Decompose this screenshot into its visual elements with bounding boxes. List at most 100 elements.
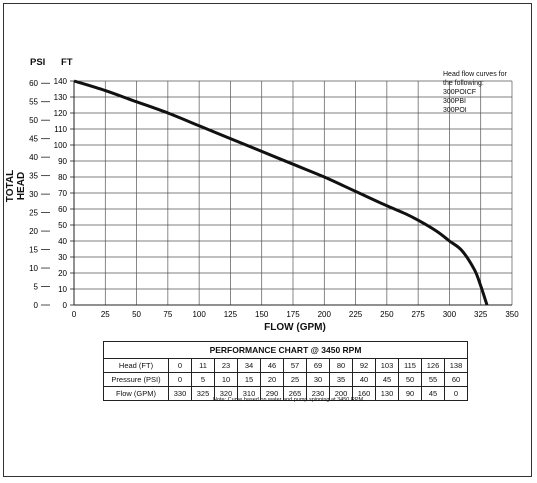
psi-tick-label: 50 xyxy=(29,116,38,125)
table-cell: 330 xyxy=(168,386,192,401)
psi-tick-label: 10 xyxy=(29,264,38,273)
table-cell: 25 xyxy=(283,372,307,387)
ft-tick-label: 40 xyxy=(58,237,67,246)
psi-tick-label: 45 xyxy=(29,135,38,144)
ft-tick-label: 100 xyxy=(54,141,68,150)
chart-frame xyxy=(3,3,532,477)
psi-tick-label: 30 xyxy=(29,190,38,199)
table-row: Head (FT) 0 11 23 34 46 57 69 80 92 103 115 126 138 xyxy=(103,358,468,373)
table-cell: 80 xyxy=(329,358,353,373)
psi-tick-label: 20 xyxy=(29,227,38,236)
y-axis-title: TOTAL HEAD xyxy=(5,169,27,203)
model-name: 300POI xyxy=(443,107,467,114)
head-curve-line xyxy=(73,79,489,306)
row-label: Head (FT) xyxy=(103,358,169,373)
ft-tick-label: 60 xyxy=(58,205,67,214)
model-name: 300PBI xyxy=(443,98,466,105)
table-cell: 57 xyxy=(283,358,307,373)
table-cell: 325 xyxy=(191,386,215,401)
x-axis-title: FLOW (GPM) xyxy=(264,322,326,333)
table-cell: 126 xyxy=(421,358,445,373)
psi-tick-label: 0 xyxy=(34,301,39,310)
table-cell: 34 xyxy=(237,358,261,373)
table-cell: 45 xyxy=(375,372,399,387)
tick-labels: 0 25 50 75 100 125 150 175 200 225 250 275 300 325 350… xyxy=(29,77,519,319)
psi-tick-label: 25 xyxy=(29,209,38,218)
ft-tick-label: 20 xyxy=(58,269,67,278)
table-cell: 45 xyxy=(421,386,445,401)
x-tick-label: 175 xyxy=(286,310,300,319)
x-tick-label: 50 xyxy=(132,310,141,319)
table-cell: 320 xyxy=(214,386,238,401)
x-tick-label: 300 xyxy=(443,310,457,319)
ft-axis-unit: FT xyxy=(61,57,73,68)
psi-tick-label: 15 xyxy=(29,246,38,255)
ft-tick-label: 80 xyxy=(58,173,67,182)
x-tick-label: 25 xyxy=(101,310,110,319)
table-cell: 92 xyxy=(352,358,376,373)
table-cell: 138 xyxy=(444,358,468,373)
x-tick-label: 225 xyxy=(349,310,363,319)
table-title: PERFORMANCE CHART @ 3450 RPM xyxy=(103,341,468,359)
table-cell: 90 xyxy=(398,386,422,401)
psi-tick-label: 5 xyxy=(34,283,39,292)
psi-axis-unit: PSI xyxy=(30,57,46,68)
ft-tick-label: 10 xyxy=(58,285,67,294)
x-tick-label: 250 xyxy=(380,310,394,319)
table-cell: 46 xyxy=(260,358,284,373)
row-label: Pressure (PSI) xyxy=(103,372,169,387)
table-cell: 20 xyxy=(260,372,284,387)
x-tick-label: 275 xyxy=(411,310,425,319)
model-name: 300POICF xyxy=(443,89,477,96)
table-cell: 5 xyxy=(191,372,215,387)
table-cell: 200 xyxy=(329,386,353,401)
table-cell: 69 xyxy=(306,358,330,373)
note-line: Head flow curves for xyxy=(443,71,507,78)
psi-tick-label: 40 xyxy=(29,153,38,162)
x-tick-label: 350 xyxy=(505,310,519,319)
table-footnote: Note: Curve based on water and pump spin… xyxy=(213,397,364,403)
table-cell: 310 xyxy=(237,386,261,401)
table-cell: 60 xyxy=(444,372,468,387)
axes xyxy=(41,80,512,306)
table-cell: 130 xyxy=(375,386,399,401)
x-tick-label: 125 xyxy=(224,310,238,319)
ft-tick-label: 30 xyxy=(58,253,67,262)
x-tick-label: 325 xyxy=(474,310,488,319)
table-row: Flow (GPM) 330 325 320 310 290 265 230 200 160 130… xyxy=(103,386,468,401)
ft-tick-label: 110 xyxy=(54,125,67,134)
ft-tick-label: 50 xyxy=(58,221,67,230)
table-row: Pressure (PSI) 0 5 10 15 20 25 30 35 40 45 50 55 60 xyxy=(103,372,468,387)
performance-table: PERFORMANCE CHART @ 3450 RPM Head (FT) 0 1… xyxy=(103,341,468,401)
table-cell: 40 xyxy=(352,372,376,387)
ft-tick-label: 120 xyxy=(54,109,68,118)
curve-model-note: Head flow curves for the following: 300P… xyxy=(443,70,507,115)
table-cell: 35 xyxy=(329,372,353,387)
table-cell: 11 xyxy=(191,358,215,373)
table-cell: 0 xyxy=(168,372,192,387)
table-cell: 30 xyxy=(306,372,330,387)
table-cell: 55 xyxy=(421,372,445,387)
grid xyxy=(74,80,513,305)
psi-tick-label: 60 xyxy=(29,79,38,88)
note-line: the following: xyxy=(443,80,484,87)
ft-tick-label: 140 xyxy=(54,77,68,86)
table-cell: 0 xyxy=(168,358,192,373)
x-tick-label: 100 xyxy=(192,310,206,319)
ft-tick-label: 0 xyxy=(63,301,68,310)
table-cell: 10 xyxy=(214,372,238,387)
series xyxy=(73,79,489,306)
table-cell: 115 xyxy=(398,358,422,373)
ft-tick-label: 70 xyxy=(58,189,67,198)
ft-tick-label: 130 xyxy=(54,93,68,102)
x-tick-label: 200 xyxy=(318,310,332,319)
table-cell: 160 xyxy=(352,386,376,401)
psi-tick-label: 35 xyxy=(29,172,38,181)
x-tick-label: 150 xyxy=(255,310,269,319)
row-label: Flow (GPM) xyxy=(103,386,169,401)
table-cell: 23 xyxy=(214,358,238,373)
x-tick-label: 75 xyxy=(163,310,172,319)
psi-tick-label: 55 xyxy=(29,98,38,107)
table-cell: 0 xyxy=(444,386,468,401)
